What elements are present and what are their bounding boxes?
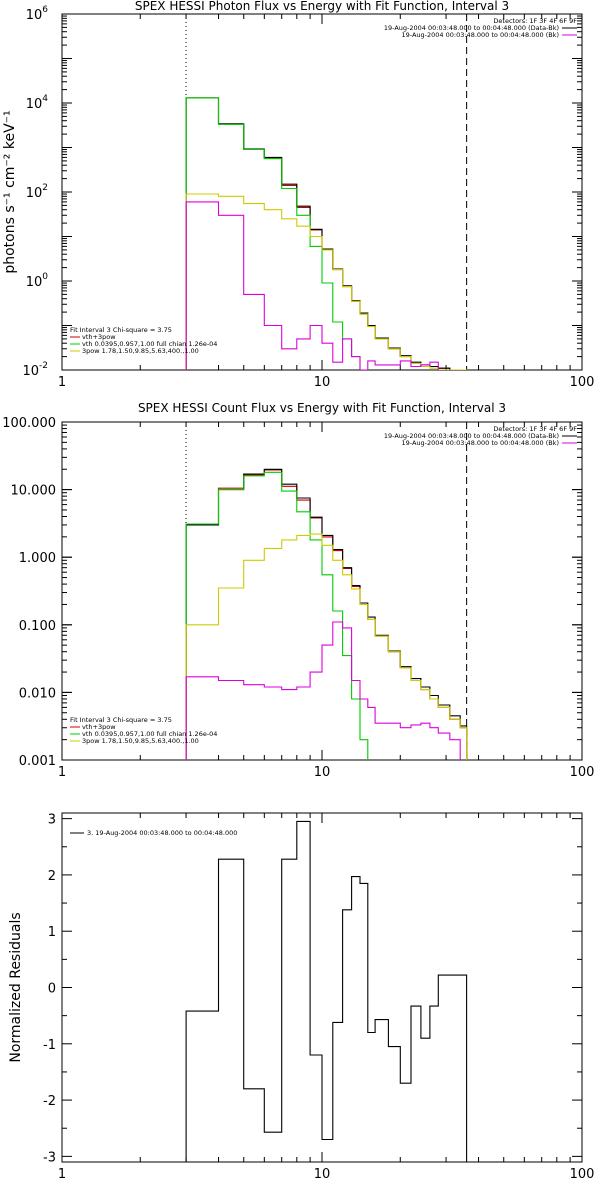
y-tick-label: 0.001 <box>19 754 56 769</box>
series-line-bk <box>185 201 439 370</box>
y-tick-label: 0 <box>48 982 56 997</box>
y-tick-label: 1 <box>48 925 56 940</box>
plot-frame <box>61 13 583 371</box>
x-tick-label: 10 <box>314 375 331 390</box>
x-tick-label: 100 <box>570 765 595 780</box>
fit-legend-title: Fit Interval 3 Chi-square = 3.75 <box>70 326 172 334</box>
series-group <box>185 820 468 1162</box>
x-tick-label: 10 <box>314 1167 331 1182</box>
chart-title: SPEX HESSI Photon Flux vs Energy with Fi… <box>135 0 509 13</box>
series-group <box>185 468 468 760</box>
y-tick-label: 104 <box>26 94 49 112</box>
x-tick-label: 100 <box>570 1167 595 1182</box>
series-line-3pow <box>185 193 468 370</box>
y-tick-label: 2 <box>48 869 56 884</box>
legend-entry: Detectors: 1F 3F 4F 6F 9F <box>493 425 577 433</box>
series-line-bk <box>185 621 461 760</box>
panel-2: SPEX HESSI Count Flux vs Energy with Fit… <box>2 401 595 780</box>
legend-entry: 19-Aug-2004 00:03:48.000 to 00:04:48.000… <box>384 432 559 440</box>
x-tick-label: 100 <box>570 375 595 390</box>
y-tick-label: -3 <box>43 1150 56 1165</box>
fit-legend-title: Fit Interval 3 Chi-square = 3.75 <box>70 716 172 724</box>
legend-entry: vth+3pow <box>82 723 116 731</box>
y-tick-label: 0.010 <box>19 686 56 701</box>
y-tick-label: 10.000 <box>11 484 57 499</box>
y-tick-label: -2 <box>43 1094 56 1109</box>
legend-entry: vth 0.0395,0.957,1.00 full chian 1.26e-0… <box>82 730 217 738</box>
legend-entry: vth 0.0395,0.957,1.00 full chian 1.26e-0… <box>82 340 217 348</box>
legend-entry: 19-Aug-2004 00:03:48.000 to 00:04:48.000… <box>402 31 559 39</box>
y-tick-label: 3 <box>48 813 56 828</box>
y-tick-label: 1.000 <box>19 551 56 566</box>
x-tick-label: 1 <box>58 765 66 780</box>
legend-entry: vth+3pow <box>82 333 116 341</box>
legend-entry: Detectors: 1F 3F 4F 6F 9F <box>493 17 577 25</box>
series-line-3pow <box>185 533 468 760</box>
legend-entry: 3pow 1.78,1.50,9.85,5.63,400.,1.00 <box>82 737 199 745</box>
chart-title: SPEX HESSI Count Flux vs Energy with Fit… <box>138 401 506 415</box>
x-tick-label: 10 <box>314 765 331 780</box>
series-line-vth <box>185 471 369 760</box>
y-axis-label: photons s⁻¹ cm⁻² keV⁻¹ <box>2 110 18 273</box>
series-group <box>185 97 468 370</box>
legend-entry: 19-Aug-2004 00:03:48.000 to 00:04:48.000… <box>384 24 559 32</box>
plot-frame <box>61 421 583 761</box>
panel-1: SPEX HESSI Photon Flux vs Energy with Fi… <box>2 0 595 390</box>
legend-entry: 19-Aug-2004 00:03:48.000 to 00:04:48.000… <box>402 439 559 447</box>
x-tick-label: 1 <box>58 375 66 390</box>
y-tick-label: 100 <box>26 272 49 290</box>
legend-entry: 3pow 1.78,1.50,9.85,5.63,400.,1.00 <box>82 347 199 355</box>
y-tick-label: -1 <box>43 1038 56 1053</box>
y-tick-label: 102 <box>26 183 48 201</box>
y-axis-label: Normalized Residuals <box>8 912 24 1062</box>
legend-entry: 3. 19-Aug-2004 00:03:48.000 to 00:04:48.… <box>87 829 237 837</box>
y-tick-label: 0.100 <box>19 619 56 634</box>
y-tick-label: 10-2 <box>22 361 48 379</box>
y-tick-label: 100.000 <box>2 416 56 431</box>
series-line-3-19-aug-2004-00-03-48-000-to-00-04-48-000 <box>185 820 468 1162</box>
y-tick-label: 106 <box>26 5 49 23</box>
panel-3: 1 10 100 -3 -2 -1 0 1 2 3 Normalized Residuals 3. 1… <box>8 812 595 1182</box>
x-tick-label: 1 <box>58 1167 66 1182</box>
